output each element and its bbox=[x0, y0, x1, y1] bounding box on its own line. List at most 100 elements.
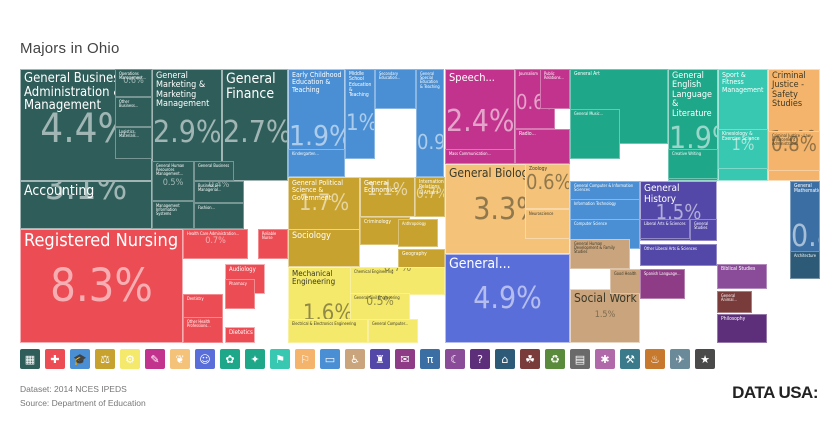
treemap-tile[interactable]: General Civil Engineering 0.5% bbox=[350, 293, 410, 323]
language-icon[interactable]: ✉ bbox=[395, 349, 415, 369]
treemap-tile[interactable]: Liberal Arts & Sciences bbox=[640, 219, 690, 239]
tile-label: Sociology bbox=[292, 231, 331, 241]
treemap-tile[interactable]: Secondary Education... bbox=[375, 69, 416, 109]
health-icon[interactable]: ✚ bbox=[45, 349, 65, 369]
business-icon[interactable]: ▦ bbox=[20, 349, 40, 369]
treemap-tile[interactable]: Dietetics bbox=[225, 327, 255, 343]
tile-value: 0.6% bbox=[526, 170, 570, 194]
treemap-tile[interactable]: Logistics, Materials... bbox=[115, 127, 152, 159]
treemap-tile[interactable]: General Business bbox=[194, 161, 234, 181]
treemap-tile[interactable]: Pharmacy bbox=[225, 279, 255, 309]
treemap-tile[interactable]: Registered Nursing 8.3% bbox=[20, 229, 183, 343]
tile-label: General Human Development & Family Studi… bbox=[574, 241, 615, 255]
tile-value: 2.7% bbox=[223, 115, 288, 150]
engineering-icon[interactable]: ⚙ bbox=[120, 349, 140, 369]
treemap-tile[interactable]: Reliable Nurse bbox=[258, 229, 288, 259]
treemap-tile[interactable]: Other Health Professions... bbox=[183, 317, 223, 343]
environment-icon[interactable]: ♻ bbox=[545, 349, 565, 369]
treemap-tile[interactable]: Geography bbox=[398, 249, 445, 271]
tile-label: Spanish Language... bbox=[644, 271, 681, 276]
treemap-tile[interactable]: Architecture bbox=[790, 251, 820, 279]
treemap-tile[interactable]: Fashion... bbox=[194, 203, 244, 229]
treemap-tile[interactable]: Other Business... bbox=[115, 97, 152, 127]
treemap-tile[interactable]: Dentistry bbox=[183, 294, 223, 319]
treemap-tile[interactable]: Kinesiology & Exercise Science 1% bbox=[718, 129, 768, 169]
tile-value: 0.8% bbox=[791, 219, 819, 254]
math-icon[interactable]: π bbox=[420, 349, 440, 369]
treemap-tile[interactable]: General Computer... bbox=[368, 319, 418, 343]
philosophy-icon[interactable]: ? bbox=[470, 349, 490, 369]
architecture-icon[interactable]: ⌂ bbox=[495, 349, 515, 369]
treemap-tile[interactable]: General Human Resources Management... 0.5… bbox=[152, 161, 194, 201]
biology-icon[interactable]: ❦ bbox=[170, 349, 190, 369]
treemap-tile[interactable]: Speech... 2.4% bbox=[445, 69, 515, 164]
social-work-icon[interactable]: ♿ bbox=[345, 349, 365, 369]
treemap-tile[interactable]: Other Liberal Arts & Sciences bbox=[640, 244, 717, 266]
treemap-tile[interactable]: Zoology 0.6% bbox=[525, 164, 570, 209]
law-icon[interactable]: ⚐ bbox=[295, 349, 315, 369]
education-icon[interactable]: 🎓 bbox=[70, 349, 90, 369]
treemap-tile[interactable]: General Special Education & Teaching 0.9% bbox=[416, 69, 444, 177]
treemap-tile[interactable]: General Human Development & Family Studi… bbox=[570, 239, 630, 269]
treemap-tile[interactable]: Operations Management... 0.6% bbox=[115, 69, 152, 97]
treemap-tile[interactable]: Mass Communication... bbox=[445, 149, 515, 164]
treemap-tile[interactable]: Public Relations... bbox=[540, 69, 570, 109]
arts-icon[interactable]: ✿ bbox=[220, 349, 240, 369]
tile-label: Operations Management... bbox=[119, 71, 147, 81]
tile-value: 1.7% bbox=[298, 191, 350, 216]
construction-icon[interactable]: ⚒ bbox=[620, 349, 640, 369]
treemap-tile[interactable]: Creative Writing bbox=[668, 149, 718, 179]
treemap-tile[interactable]: General Music... bbox=[570, 109, 620, 159]
history-icon[interactable]: ♜ bbox=[370, 349, 390, 369]
treemap-tile[interactable]: Electrical & Electronics Engineering bbox=[288, 319, 368, 343]
treemap-tile[interactable]: Management Information Systems bbox=[152, 201, 194, 229]
source-caption: Source: Department of Education bbox=[20, 398, 146, 408]
treemap-tile[interactable]: General Political Science & Government 1.… bbox=[288, 177, 360, 237]
library-icon[interactable]: ▤ bbox=[570, 349, 590, 369]
tile-label: Health Care Administration... bbox=[187, 231, 240, 236]
visual-arts-icon[interactable]: ✱ bbox=[595, 349, 615, 369]
treemap-tile[interactable]: Middle School Education & Teaching 1% bbox=[345, 69, 375, 159]
computer-icon[interactable]: ▭ bbox=[320, 349, 340, 369]
culinary-icon[interactable]: ♨ bbox=[645, 349, 665, 369]
tile-label: General Computer... bbox=[372, 321, 409, 326]
tile-label: General English Language & Literature bbox=[672, 71, 712, 119]
treemap-tile[interactable]: General Computer & Information Sciences bbox=[570, 181, 640, 201]
treemap-tile[interactable]: General... 4.9% bbox=[445, 254, 570, 343]
religion-icon[interactable]: ☾ bbox=[445, 349, 465, 369]
tile-label: General Special Education & Teaching bbox=[420, 71, 440, 89]
tile-label: Social Work bbox=[574, 291, 637, 305]
treemap-tile[interactable]: Sociology bbox=[288, 229, 360, 267]
treemap-tile[interactable]: Early Childhood Education & Teaching 1.9% bbox=[288, 69, 345, 177]
treemap-tile[interactable]: Health Care Administration... 0.7% bbox=[183, 229, 248, 259]
treemap-tile[interactable]: Radio... bbox=[515, 129, 570, 164]
social-sciences-icon[interactable]: ⚖ bbox=[95, 349, 115, 369]
treemap-tile[interactable]: Spanish Language... bbox=[640, 269, 685, 299]
agriculture-icon[interactable]: ☘ bbox=[520, 349, 540, 369]
tile-label: General Art bbox=[574, 71, 600, 77]
treemap-tile[interactable]: General Economics 1.1% bbox=[360, 177, 415, 217]
treemap-tile[interactable]: Business & Managerial... 0.4% bbox=[194, 181, 244, 203]
tile-label: Other Business... bbox=[119, 99, 139, 109]
english-icon[interactable]: ✦ bbox=[245, 349, 265, 369]
military-icon[interactable]: ★ bbox=[695, 349, 715, 369]
tile-label: General Political Science & Government bbox=[292, 179, 344, 202]
treemap-tile[interactable]: General Studies bbox=[690, 219, 717, 241]
tile-label: General Animal... bbox=[721, 293, 737, 303]
treemap-tile[interactable]: Social Work 1.5% bbox=[570, 289, 640, 343]
communication-icon[interactable]: ✎ bbox=[145, 349, 165, 369]
transport-icon[interactable]: ✈ bbox=[670, 349, 690, 369]
treemap-tile[interactable]: Biblical Studies bbox=[717, 264, 767, 289]
treemap-tile[interactable]: International Relations & Affairs 0.7% bbox=[415, 177, 445, 217]
treemap-tile[interactable]: Neuroscience bbox=[525, 209, 570, 239]
treemap-tile[interactable]: Criminal Justice - Law Enforcement Admin… bbox=[768, 131, 820, 171]
treemap-tile[interactable]: General Animal... bbox=[717, 291, 752, 313]
tile-value: 0.9% bbox=[417, 130, 443, 154]
treemap-tile[interactable]: Chemical Engineering 0.7% bbox=[350, 267, 445, 295]
treemap-tile[interactable]: Kindergarten... bbox=[288, 149, 345, 177]
treemap-tile[interactable]: Anthropology bbox=[398, 219, 438, 247]
treemap-tile[interactable]: Accounting 3.1% bbox=[20, 181, 152, 229]
psychology-icon[interactable]: ☺ bbox=[195, 349, 215, 369]
treemap-tile[interactable]: Philosophy bbox=[717, 314, 767, 343]
sports-icon[interactable]: ⚑ bbox=[270, 349, 290, 369]
